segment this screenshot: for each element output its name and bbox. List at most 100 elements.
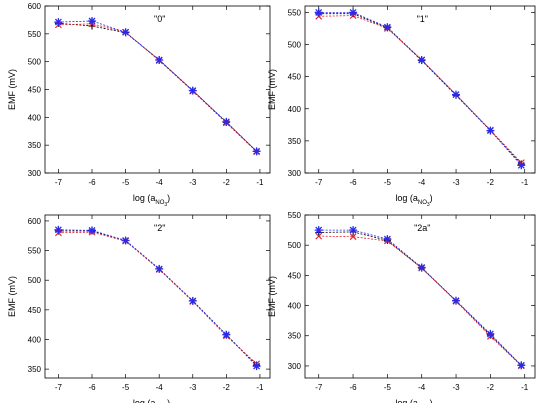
x-tick-label: -1 — [256, 178, 264, 187]
y-axis-label: EMF (mV) — [267, 69, 277, 110]
data-point-x — [315, 232, 323, 240]
y-tick-label: 450 — [288, 271, 302, 280]
chart-panel-3: 300 350 400 450 500 550 -7 -6 -5 -4 -3 -2 -1 EMF (mV)… — [267, 211, 536, 403]
series-line-x — [58, 231, 257, 365]
y-axis-label: EMF (mV) — [7, 69, 17, 110]
panel-title: "2" — [154, 223, 165, 233]
x-tick-label: -3 — [452, 383, 460, 392]
data-point-star — [88, 226, 96, 235]
y-tick-label: 450 — [28, 306, 42, 315]
y-tick-label: 300 — [288, 169, 302, 178]
x-tick-label: -5 — [384, 178, 392, 187]
data-point-star — [452, 296, 460, 305]
panel-title: "1" — [417, 14, 428, 24]
x-axis-label-close: ) — [430, 398, 433, 403]
data-point-star — [452, 90, 460, 99]
data-point-star — [314, 226, 323, 235]
data-point-star — [121, 28, 130, 37]
data-point-star — [88, 17, 96, 25]
series-line-x — [58, 23, 257, 153]
y-axis-label: EMF (mV) — [7, 276, 17, 317]
y-tick-label: 450 — [28, 86, 42, 95]
series-line-plus — [58, 230, 257, 366]
x-tick-label: -3 — [189, 178, 197, 187]
y-tick-label: 350 — [288, 137, 302, 146]
x-tick-label: -3 — [452, 178, 460, 187]
data-point-star — [155, 56, 164, 64]
data-point-star — [54, 225, 63, 234]
x-tick-label: -2 — [487, 178, 495, 187]
series-line-plus — [318, 231, 522, 366]
series-line-star — [58, 20, 257, 152]
x-axis-label: log (aNO3) — [133, 398, 170, 403]
data-point-star — [383, 23, 392, 32]
y-tick-label: 550 — [288, 8, 302, 17]
data-point-star — [417, 56, 426, 64]
x-tick-label: -5 — [122, 383, 130, 392]
y-tick-label: 500 — [288, 241, 302, 250]
x-axis-label-main: log (a — [395, 398, 418, 403]
x-tick-label: -3 — [189, 383, 197, 392]
chart-panel-0: 300 350 400 450 500 550 600 -7 -6 -5 -4 -3 -2 -1 EMF (… — [7, 2, 271, 208]
x-axis-label-main: log (a — [133, 193, 156, 203]
x-tick-label: -6 — [88, 383, 96, 392]
data-point-star — [155, 264, 164, 273]
chart-panel-1: 300 350 400 450 500 550 -7 -6 -5 -4 -3 -2 -1 EMF (mV)… — [267, 5, 536, 208]
x-tick-label: -7 — [315, 178, 323, 187]
x-tick-label: -7 — [55, 178, 63, 187]
y-tick-label: 600 — [28, 2, 42, 11]
data-point-star — [222, 117, 231, 126]
x-tick-label: -4 — [418, 178, 426, 187]
y-tick-label: 550 — [28, 247, 42, 256]
y-tick-label: 500 — [28, 276, 42, 285]
x-axis-label-sub: NO — [155, 200, 164, 206]
data-point-star — [121, 236, 130, 245]
data-point-star — [188, 86, 197, 95]
plot-frame — [304, 5, 536, 174]
series-line-x — [318, 15, 522, 163]
x-tick-label: -6 — [88, 178, 96, 187]
series-line-star — [318, 11, 522, 166]
series-line-plus — [318, 13, 522, 165]
y-tick-label: 500 — [28, 58, 42, 67]
series-line-plus — [58, 22, 257, 152]
x-axis-label-main: log (a — [133, 398, 156, 403]
y-tick-label: 400 — [288, 302, 302, 311]
x-tick-label: -1 — [521, 383, 529, 392]
x-tick-label: -4 — [156, 383, 164, 392]
x-axis-label-close: ) — [167, 193, 170, 203]
y-tick-label: 400 — [28, 335, 42, 344]
x-tick-label: -1 — [521, 178, 529, 187]
plot-frame — [44, 5, 271, 174]
x-axis-label-subsub: 3 — [164, 202, 167, 208]
x-tick-label: -7 — [315, 383, 323, 392]
x-axis-label-main: log (a — [395, 193, 418, 203]
y-tick-label: 550 — [288, 211, 302, 220]
x-axis-label-close: ) — [167, 398, 170, 403]
series-line-star — [318, 229, 522, 366]
y-tick-label: 350 — [28, 365, 42, 374]
plot-frame — [44, 214, 271, 379]
data-point-x — [349, 233, 357, 241]
y-tick-label: 400 — [28, 113, 42, 122]
data-point-star — [486, 126, 495, 135]
chart-panel-2: 350 400 450 500 550 600 -7 -6 -5 -4 -3 -2 -1 EMF (mV)… — [7, 214, 271, 403]
x-tick-label: -5 — [384, 383, 392, 392]
x-tick-label: -5 — [122, 178, 130, 187]
x-axis-label-sub: NO — [418, 200, 427, 206]
plot-frame — [304, 214, 536, 379]
x-axis-label: log (aNO3) — [395, 398, 432, 403]
y-tick-label: 500 — [288, 41, 302, 50]
series-line-x — [318, 235, 522, 367]
x-tick-label: -2 — [487, 383, 495, 392]
x-tick-label: -1 — [256, 383, 264, 392]
x-tick-label: -2 — [223, 178, 231, 187]
x-tick-label: -4 — [156, 178, 164, 187]
data-point-star — [252, 147, 261, 156]
x-axis-label-subsub: 3 — [427, 202, 430, 208]
data-point-star — [383, 235, 392, 244]
panel-title: "2a" — [414, 223, 430, 233]
x-tick-label: -2 — [223, 383, 231, 392]
panel-title: "0" — [154, 14, 165, 24]
